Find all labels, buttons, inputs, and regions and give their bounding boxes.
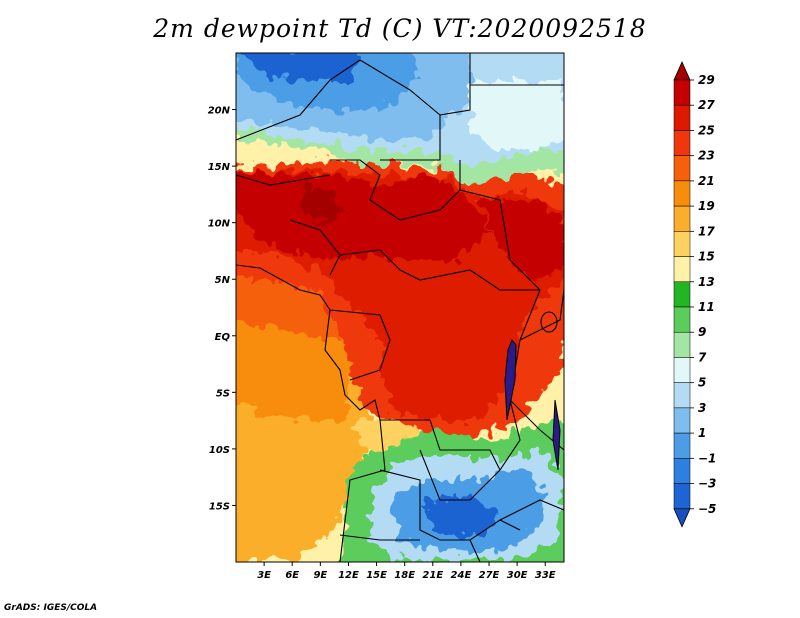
dewpoint-region	[420, 495, 500, 535]
colorbar-label: 1	[698, 426, 706, 440]
colorbar-swatch	[673, 331, 691, 358]
colorbar-label: 15	[698, 250, 715, 264]
colorbar-label: 3	[698, 401, 706, 415]
colorbar: 29 27 25 23 21 19 17 15 13 11 9 7 5 3 1 −1 −3 −5	[673, 61, 716, 528]
border-line	[339, 249, 540, 291]
map-frame	[235, 52, 565, 563]
border-line	[419, 449, 501, 501]
colorbar-swatch	[673, 231, 691, 257]
lake-victoria	[540, 311, 558, 333]
colorbar-swatch	[673, 155, 691, 182]
colorbar-swatch	[673, 382, 691, 409]
colorbar-swatch	[673, 357, 691, 383]
lat-tick-label: 5S	[216, 388, 230, 399]
lat-tick-label: 10S	[209, 445, 230, 456]
border-line	[499, 499, 564, 521]
colorbar-label: 17	[698, 224, 715, 238]
lon-tick-label: 3E	[257, 570, 271, 581]
lon-tick-label: 12E	[338, 570, 359, 581]
dewpoint-region	[355, 415, 420, 450]
colorbar-label: −5	[698, 502, 716, 516]
map-title: 2m dewpoint Td (C) VT:2020092518	[153, 14, 647, 43]
dewpoint-region	[470, 80, 564, 150]
lat-tick-label: 20N	[208, 106, 231, 117]
colorbar-label: 11	[698, 300, 715, 314]
lat-tick-label: 5N	[215, 275, 231, 286]
border-line	[330, 159, 461, 221]
colorbar-label: 19	[698, 199, 715, 213]
colorbar-label: 9	[698, 325, 706, 339]
lon-tick-label: 33E	[535, 570, 556, 581]
dewpoint-region	[236, 170, 490, 260]
colorbar-label: 21	[698, 174, 715, 188]
lake-tanganyika	[504, 339, 517, 421]
colorbar-label: 5	[698, 376, 706, 390]
lon-tick-label: 30E	[507, 570, 528, 581]
colorbar-swatch	[673, 407, 691, 434]
colorbar-bottom-arrow	[673, 508, 691, 528]
lon-tick-label: 27E	[479, 570, 500, 581]
border-line	[459, 160, 541, 291]
colorbar-label: −3	[698, 477, 716, 491]
lon-tick-label: 21E	[422, 570, 443, 581]
longitude-axis: 3E 6E 9E 12E 15E 18E 21E 24E 27E 30E 33E	[257, 562, 556, 581]
dewpoint-region	[480, 200, 564, 280]
lat-tick-label: 10N	[208, 219, 231, 230]
colorbar-label: 27	[698, 98, 715, 112]
colorbar-top-arrow	[673, 61, 691, 81]
country-borders	[236, 53, 564, 562]
lon-tick-label: 24E	[451, 570, 472, 581]
dewpoint-region	[242, 53, 359, 80]
colorbar-swatch	[673, 306, 691, 333]
colorbar-swatch	[673, 79, 691, 106]
colorbar-swatch	[673, 180, 691, 207]
grads-credit: GrADS: IGES/COLA	[4, 603, 98, 613]
colorbar-swatch	[673, 104, 691, 131]
lon-tick-label: 9E	[313, 570, 327, 581]
lake-malawi	[552, 399, 561, 471]
colorbar-swatch	[673, 483, 691, 510]
lon-tick-label: 6E	[285, 570, 299, 581]
colorbar-label: 23	[698, 149, 715, 163]
border-line	[329, 309, 391, 381]
colorbar-swatch	[673, 458, 691, 484]
dewpoint-region	[300, 185, 345, 225]
border-line	[469, 539, 481, 562]
lat-tick-label: 15N	[208, 162, 231, 173]
latitude-axis: 20N 15N 10N 5N EQ 5S 10S 15S	[208, 106, 236, 512]
border-line	[236, 174, 331, 186]
border-line	[236, 264, 386, 562]
border-line	[359, 59, 441, 116]
dewpoint-field	[236, 53, 564, 562]
lat-tick-label: EQ	[215, 332, 231, 343]
colorbar-swatch	[673, 256, 691, 283]
colorbar-swatch	[673, 432, 691, 459]
colorbar-label: 25	[698, 123, 715, 137]
colorbar-label: 7	[698, 350, 707, 364]
lon-tick-label: 18E	[394, 570, 415, 581]
border-line	[236, 59, 361, 141]
colorbar-label: 13	[698, 275, 715, 289]
border-line	[519, 289, 564, 341]
lon-tick-label: 15E	[366, 570, 387, 581]
border-line	[289, 219, 341, 276]
colorbar-swatch	[673, 205, 691, 232]
colorbar-label: 29	[698, 73, 715, 87]
colorbar-swatch	[673, 130, 691, 156]
colorbar-label: −1	[698, 451, 716, 465]
border-line	[339, 534, 420, 541]
colorbar-swatch	[673, 281, 691, 308]
lat-tick-label: 15S	[209, 501, 230, 512]
